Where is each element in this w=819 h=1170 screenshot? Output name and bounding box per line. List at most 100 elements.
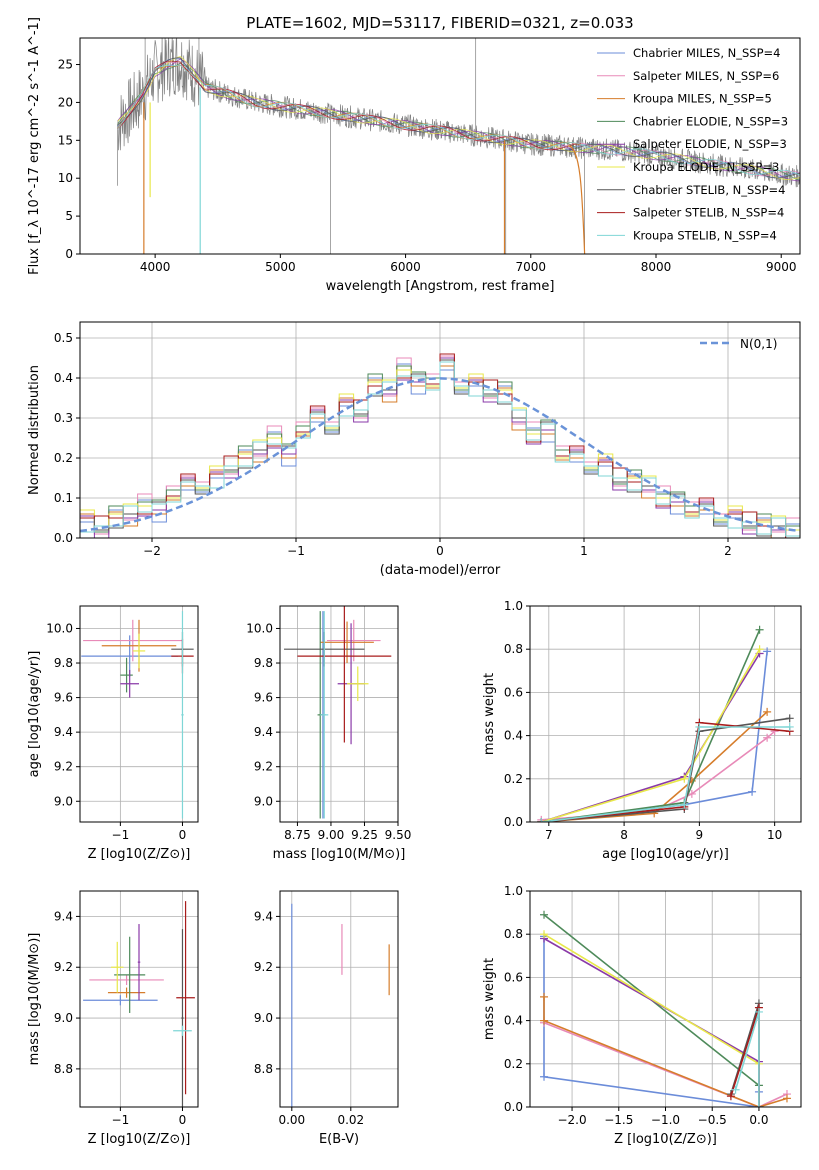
x-tick-label: 5000: [265, 260, 296, 274]
legend-entry: Chabrier ELODIE, N_SSP=3: [633, 114, 788, 128]
legend-entry: N(0,1): [740, 337, 777, 351]
data-marker: [785, 714, 794, 723]
y-tick-label: 0.2: [504, 772, 523, 786]
x-tick-label: 6000: [390, 260, 421, 274]
x-axis-label: E(B-V): [319, 1132, 359, 1147]
data-marker: [731, 1085, 740, 1094]
y-tick-label: 0.4: [504, 729, 523, 743]
panels: 4000 5000 6000 7000 8000 90000510152025wavele…: [27, 17, 802, 1147]
data-marker: [540, 1016, 549, 1025]
data-marker: [754, 1007, 763, 1016]
data-marker: [763, 733, 772, 742]
panel-age-vs-Z: −1 0 9.0 9.2 9.4 9.6 9.8 10.0 Z [log10(Z/Z⊙)] age…: [27, 605, 199, 862]
y-tick-label: 9.8: [54, 656, 73, 670]
model-spectrum: [117, 62, 800, 181]
y-tick-label: 0.8: [504, 927, 523, 941]
plot-area: [291, 903, 390, 1107]
mass-weight-series: [541, 717, 790, 822]
x-tick-label: 9.00: [318, 828, 345, 842]
y-tick-label: 0.2: [54, 451, 73, 465]
mass-weight-series: [541, 711, 768, 822]
x-tick-label: 4000: [140, 260, 171, 274]
plot-area: [540, 910, 791, 1107]
y-tick-label: 9.0: [254, 1011, 273, 1025]
data-marker: [785, 722, 794, 731]
x-tick-label: −2: [143, 544, 161, 558]
data-marker: [540, 910, 549, 919]
plot-area: [80, 353, 800, 538]
y-tick-label: 9.2: [54, 760, 73, 774]
x-axis-label: Z [log10(Z/Z⊙)]: [88, 1132, 191, 1147]
y-axis-label: mass weight: [482, 673, 497, 755]
y-tick-label: 0.8: [504, 642, 523, 656]
y-tick-label: 9.2: [54, 960, 73, 974]
x-tick-label: 8000: [641, 260, 672, 274]
panel-mass-vs-Z: −1 0 8.8 9.0 9.2 9.4 Z [log10(Z/Z⊙)] mass [log1…: [27, 890, 199, 1147]
y-tick-label: 1.0: [504, 884, 523, 898]
data-marker: [680, 774, 689, 783]
y-tick-label: 0.0: [504, 1100, 523, 1114]
y-tick-label: 9.2: [254, 960, 273, 974]
y-tick-label: 9.6: [54, 691, 73, 705]
panel-mass-weight-vs-Z: −2.0 −1.5 −1.0 −0.5 0.0 0.0 0.2 0.4 0.6 0.8 1.0 Z […: [482, 884, 802, 1147]
x-tick-label: 9.50: [385, 828, 412, 842]
y-tick-label: 9.0: [54, 794, 73, 808]
x-tick-label: 0.02: [337, 1113, 364, 1127]
legend-entry: Kroupa STELIB, N_SSP=4: [633, 228, 777, 242]
mass-weight-series: [543, 996, 788, 1107]
y-tick-label: 9.0: [254, 794, 273, 808]
panel-spectrum: 4000 5000 6000 7000 8000 9000 0 5 10 15 20 25 wavele…: [27, 17, 801, 294]
model-spectrum: [117, 58, 800, 182]
x-tick-label: 0: [179, 828, 187, 842]
y-tick-label: 0.1: [54, 491, 73, 505]
y-tick-label: 1.0: [504, 599, 523, 613]
x-axis-label: Z [log10(Z/Z⊙)]: [88, 847, 191, 862]
axes-frame: [79, 605, 199, 823]
mass-weight-series: [541, 726, 790, 822]
y-tick-label: 9.2: [254, 760, 273, 774]
x-tick-label: 8: [620, 828, 628, 842]
x-tick-label: −1.5: [604, 1113, 633, 1127]
x-tick-label: 9.25: [351, 828, 378, 842]
model-spectrum: [117, 60, 581, 151]
y-tick-label: 0.6: [504, 970, 523, 984]
plot-area: [81, 611, 194, 819]
axes-frame: [79, 890, 199, 1108]
y-tick-label: 9.4: [254, 725, 273, 739]
histogram-series: [80, 359, 800, 538]
y-tick-label: 9.8: [254, 656, 273, 670]
y-tick-label: 8.8: [254, 1062, 273, 1076]
model-spectrum: [117, 57, 800, 179]
x-tick-label: 7000: [516, 260, 547, 274]
x-tick-label: 0: [436, 544, 444, 558]
x-tick-label: 8.75: [284, 828, 311, 842]
axes-frame: [279, 605, 399, 823]
y-tick-label: 8.8: [54, 1062, 73, 1076]
data-marker: [755, 625, 764, 634]
y-tick-label: 0.4: [54, 371, 73, 385]
mass-weight-series: [541, 651, 768, 822]
legend-entry: Salpeter MILES, N_SSP=6: [633, 69, 779, 83]
panel-residual-histogram: −2 −1 0 1 2 0.0 0.1 0.2 0.3 0.4 0.5 (data-model)/er…: [27, 321, 801, 578]
x-tick-label: 0.00: [278, 1113, 305, 1127]
x-axis-label: Z [log10(Z/Z⊙)]: [614, 1132, 717, 1147]
y-tick-label: 20: [58, 95, 73, 109]
x-tick-label: 0: [179, 1113, 187, 1127]
x-tick-label: 7: [545, 828, 553, 842]
y-tick-label: 0: [65, 247, 73, 261]
y-axis-label: Normed distribution: [27, 365, 42, 495]
legend-entry: Chabrier MILES, N_SSP=4: [633, 46, 780, 60]
y-axis-label: age [log10(age/yr)]: [27, 651, 42, 778]
mass-weight-series: [543, 933, 760, 1065]
x-tick-label: 0.0: [749, 1113, 768, 1127]
model-spectrum: [117, 64, 800, 176]
x-axis-label: wavelength [Angstrom, rest frame]: [326, 279, 555, 294]
data-marker: [748, 787, 757, 796]
x-tick-label: −2.0: [557, 1113, 586, 1127]
axes-frame: [79, 37, 801, 255]
y-tick-label: 9.4: [54, 909, 73, 923]
x-axis-label: age [log10(age/yr)]: [602, 847, 729, 862]
y-tick-label: 0.4: [504, 1014, 523, 1028]
panel-mass-weight-vs-age: 7 8 9 10 0.0 0.2 0.4 0.6 0.8 1.0 age [log10(age/yr…: [482, 599, 802, 862]
